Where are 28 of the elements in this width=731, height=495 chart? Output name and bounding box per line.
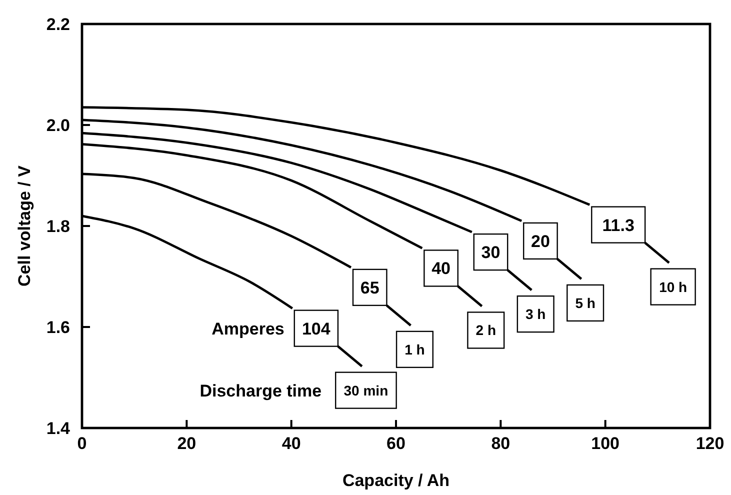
series-label: 30 <box>481 243 500 262</box>
annotation: 10 h <box>659 278 688 295</box>
legend-label: 20 <box>531 232 550 251</box>
series-label: 65 <box>360 278 380 298</box>
y-tick-label: 2.0 <box>46 116 70 135</box>
y-axis-title: Cell voltage / V <box>15 164 34 286</box>
series-label: 11.3 <box>602 216 634 235</box>
series-label: 104 <box>302 319 331 338</box>
series-label: 40 <box>432 259 450 278</box>
y-tick-label: 1.6 <box>46 318 70 337</box>
y-tick-label: 1.8 <box>46 217 70 236</box>
y-tick-label: 1.4 <box>46 419 71 438</box>
annotation: Amperes <box>212 319 284 338</box>
x-tick-label: 120 <box>696 434 724 453</box>
x-tick-label: 100 <box>591 434 620 453</box>
x-axis-title: Capacity / Ah <box>342 471 450 490</box>
y-tick-label: 2.2 <box>46 15 70 34</box>
x-tick-label: 20 <box>177 434 196 453</box>
annotation: 5 h <box>575 294 596 311</box>
annotation: Discharge time <box>200 381 322 400</box>
x-tick-label: 0 <box>77 434 87 453</box>
annotation: 3 h <box>525 306 546 322</box>
annotation: 1 h <box>404 341 425 358</box>
x-tick-label: 60 <box>386 434 406 453</box>
annotation: 2 h <box>476 322 496 338</box>
x-tick-label: 40 <box>282 434 301 453</box>
annotation: 30 min <box>344 382 388 398</box>
x-tick-label: 80 <box>491 434 510 453</box>
